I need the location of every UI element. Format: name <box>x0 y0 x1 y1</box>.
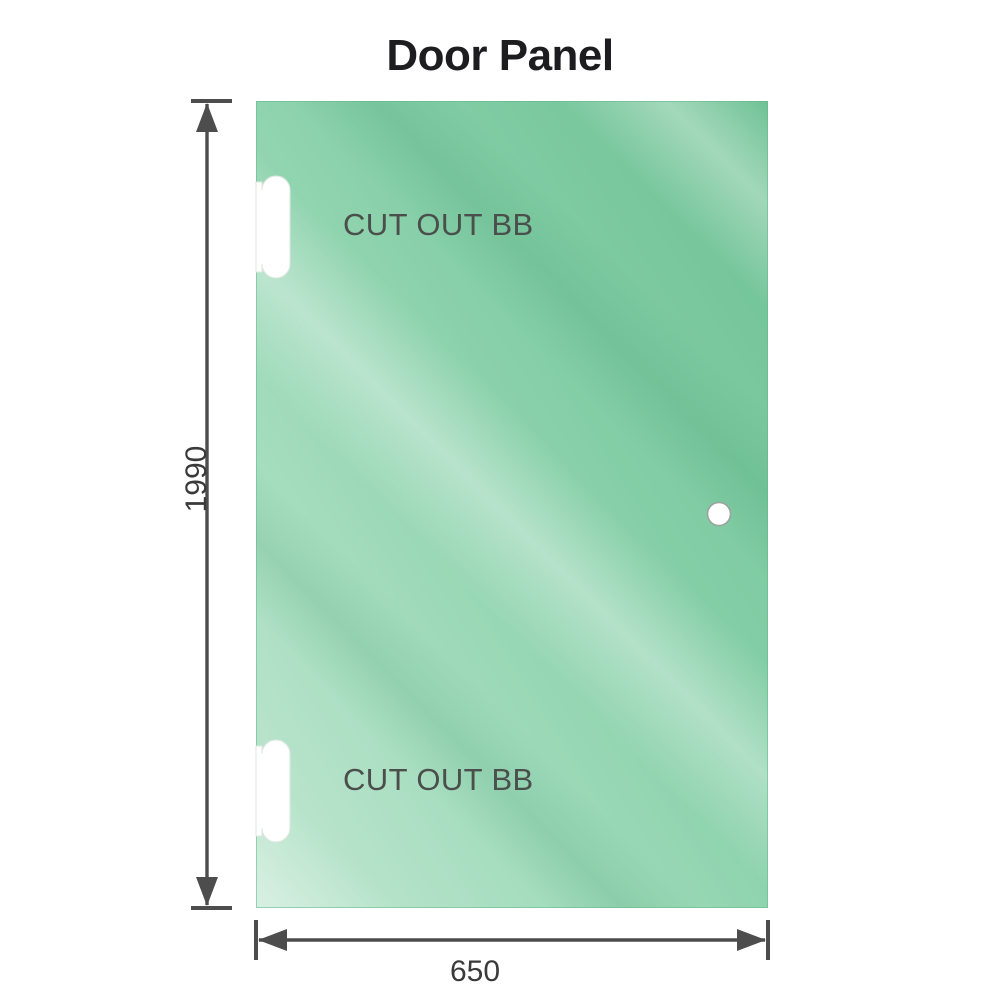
dimension-width <box>254 920 770 960</box>
cut-out-bottom-shape <box>255 739 291 843</box>
cut-out-top-shape <box>255 175 291 279</box>
cut-out-label-top: CUT OUT BB <box>343 207 534 242</box>
cut-out-top <box>255 175 291 279</box>
page-title: Door Panel <box>386 31 614 80</box>
dimension-height <box>191 99 232 910</box>
height-arrow-up <box>196 103 218 132</box>
cut-out-label-bottom: CUT OUT BB <box>343 762 534 797</box>
dimension-width-value: 650 <box>450 955 501 988</box>
dimension-height-value: 1990 <box>180 445 213 513</box>
width-arrow-right <box>737 929 766 951</box>
handle-hole-icon <box>706 501 732 527</box>
height-arrow-down <box>196 877 218 906</box>
cut-out-bottom <box>255 739 291 843</box>
width-arrow-left <box>258 929 287 951</box>
